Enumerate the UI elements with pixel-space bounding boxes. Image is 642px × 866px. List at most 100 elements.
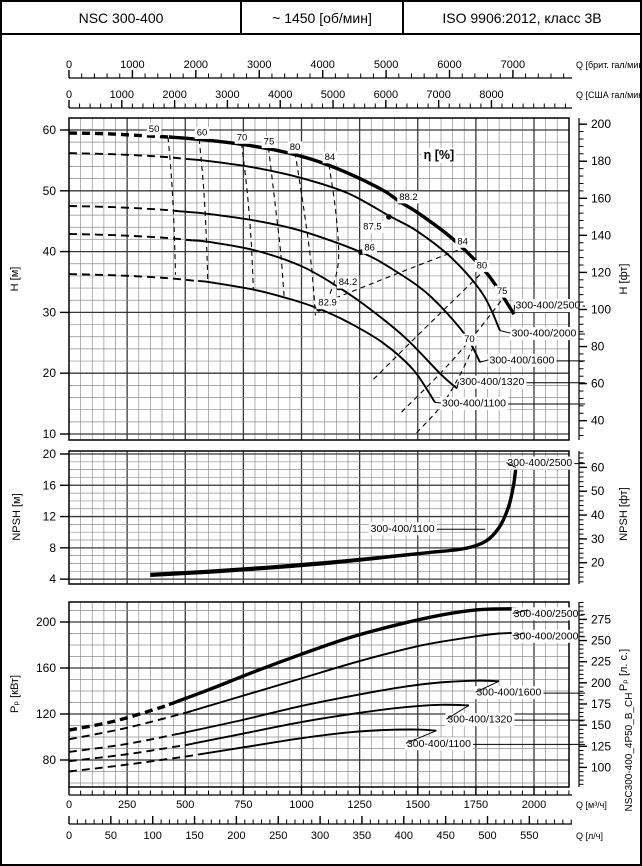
curve-solid-segment xyxy=(187,631,525,714)
tick-label: 175 xyxy=(591,697,611,711)
curve-solid-segment xyxy=(177,679,500,735)
label-leader-left xyxy=(475,680,500,693)
h-m-axis-title: H [м] xyxy=(9,267,21,292)
tick-label: 60 xyxy=(591,460,605,474)
efficiency-value-label-bg xyxy=(234,131,250,144)
curve-dashed-segment xyxy=(68,753,199,773)
efficiency-contour-70 xyxy=(416,344,475,434)
curve-solid-segment xyxy=(187,158,501,332)
efficiency-contour-84 xyxy=(326,247,464,302)
tick-label: 150 xyxy=(591,718,611,732)
label-leader-left xyxy=(446,704,470,720)
p-hp-axis: 100 125 150 175 200 225 250 275 xyxy=(578,601,611,787)
npsh-ft-axis-title: NPSH [фт] xyxy=(618,487,630,541)
tick-label: 140 xyxy=(591,228,611,242)
tick-label: 5000 xyxy=(374,59,398,71)
q-ls-axis: 0 50 100 150 200 250 300 350 400 450 500 550 Q [л/ч] xyxy=(66,816,603,842)
curve-dashed-segment xyxy=(68,131,170,139)
axis-unit-label: Q [м³/ч] xyxy=(576,800,607,810)
tick-label: 500 xyxy=(478,830,496,842)
curve-name-label-bg xyxy=(445,713,515,727)
label-leader-left xyxy=(513,305,516,315)
bep-efficiency-label-bg xyxy=(397,191,420,204)
label-leader-left xyxy=(456,381,459,389)
p-kw-axis-title: Pₚ [кВт] xyxy=(9,675,21,713)
tick-label: 125 xyxy=(591,739,611,753)
tick-label: 50 xyxy=(105,830,117,842)
bep-efficiency-label: 84.2 xyxy=(339,277,358,288)
bep-efficiency-label-bg xyxy=(362,241,377,254)
p-hp-axis-title: Pₚ [л. с.] xyxy=(618,649,630,691)
qh-curve-300-400-1100 xyxy=(68,273,436,403)
tick-label: 3000 xyxy=(247,59,271,71)
tick-label: 200 xyxy=(227,830,245,842)
tick-label: 160 xyxy=(591,191,611,205)
tick-label: 1750 xyxy=(464,799,488,811)
axis-unit-label: Q [л/ч] xyxy=(576,831,603,841)
curve-name-label-bg xyxy=(509,327,579,341)
npsh-chart-grid xyxy=(68,450,570,585)
tick-label: 2000 xyxy=(522,799,546,811)
tick-label: 16 xyxy=(43,478,57,492)
tick-label: 0 xyxy=(66,89,72,101)
curve-name-label-bg xyxy=(487,353,557,367)
curve-solid-segment xyxy=(167,135,516,316)
label-leader-left xyxy=(499,330,511,334)
tick-label: 5000 xyxy=(321,89,345,101)
efficiency-value-label-bg xyxy=(494,285,510,298)
curve-name-label-bg xyxy=(439,396,509,410)
tick-label: 2000 xyxy=(162,89,186,101)
label-leader-left xyxy=(512,609,529,614)
curve-name-label: 300-400/1320 xyxy=(447,714,512,726)
h-m-axis: 10 20 30 40 50 60 xyxy=(43,123,69,441)
curve-dashed-segment xyxy=(68,702,171,732)
tick-label: 225 xyxy=(591,655,611,669)
tick-label: 20 xyxy=(591,556,605,570)
tick-label: 250 xyxy=(118,799,136,811)
efficiency-value-label-bg xyxy=(474,260,490,273)
efficiency-value-label: 75 xyxy=(264,137,275,148)
tick-label: 120 xyxy=(591,265,611,279)
label-leader-left xyxy=(479,359,489,363)
efficiency-value-label-bg xyxy=(322,151,338,164)
curve-name-label-bg xyxy=(505,456,575,470)
qh-chart-border xyxy=(68,117,570,441)
curve-name-label: 300-400/2500 xyxy=(516,300,581,312)
bep-efficiency-label: 88.2 xyxy=(399,192,418,203)
efficiency-value-label: 80 xyxy=(477,261,488,272)
power-curve-300-400-2500 xyxy=(68,607,529,732)
efficiency-contour-75 xyxy=(267,147,285,297)
npsh-curve-300-400-2500 xyxy=(150,467,518,577)
test-standard: ISO 9906:2012, класс 3В xyxy=(442,9,602,26)
curve-name-label: 300-400/2000 xyxy=(512,328,577,340)
curve-solid-segment xyxy=(150,467,518,577)
qh-curve-300-400-2000 xyxy=(68,152,501,332)
efficiency-contour-75 xyxy=(401,296,505,413)
efficiency-value-label-bg xyxy=(455,235,470,248)
tick-label: 100 xyxy=(591,760,611,774)
tick-label: 0 xyxy=(66,59,72,71)
npsh-m-axis-title: NPSH [м] xyxy=(11,493,23,540)
tick-label: 30 xyxy=(591,532,605,546)
bep-efficiency-label-bg xyxy=(316,297,339,310)
tick-label: 7000 xyxy=(426,89,450,101)
tick-label: 12 xyxy=(43,510,57,524)
curve-name-label: 300-400/2500 xyxy=(507,457,572,469)
curve-dashed-segment xyxy=(68,273,199,282)
efficiency-value-label: 70 xyxy=(237,132,248,143)
curve-dashed-segment xyxy=(68,233,193,242)
tick-label: 3000 xyxy=(215,89,239,101)
q-imp-gpm-axis: 0 1000 2000 3000 4000 5000 6000 7000 Q [брит. га… xyxy=(66,59,640,79)
efficiency-contour-60 xyxy=(198,139,209,281)
power-chart-border xyxy=(68,601,570,788)
bep-efficiency-label: 86 xyxy=(364,242,375,253)
curve-dashed-segment xyxy=(68,205,179,213)
h-ft-axis: 40 60 80 100 120 140 160 180 200 xyxy=(578,117,611,440)
efficiency-value-label: 80 xyxy=(290,142,301,153)
curve-name-label-bg xyxy=(513,299,583,313)
curve-solid-segment xyxy=(197,728,437,756)
power-curve-300-400-1320 xyxy=(68,703,469,763)
efficiency-value-label-bg xyxy=(261,136,277,149)
